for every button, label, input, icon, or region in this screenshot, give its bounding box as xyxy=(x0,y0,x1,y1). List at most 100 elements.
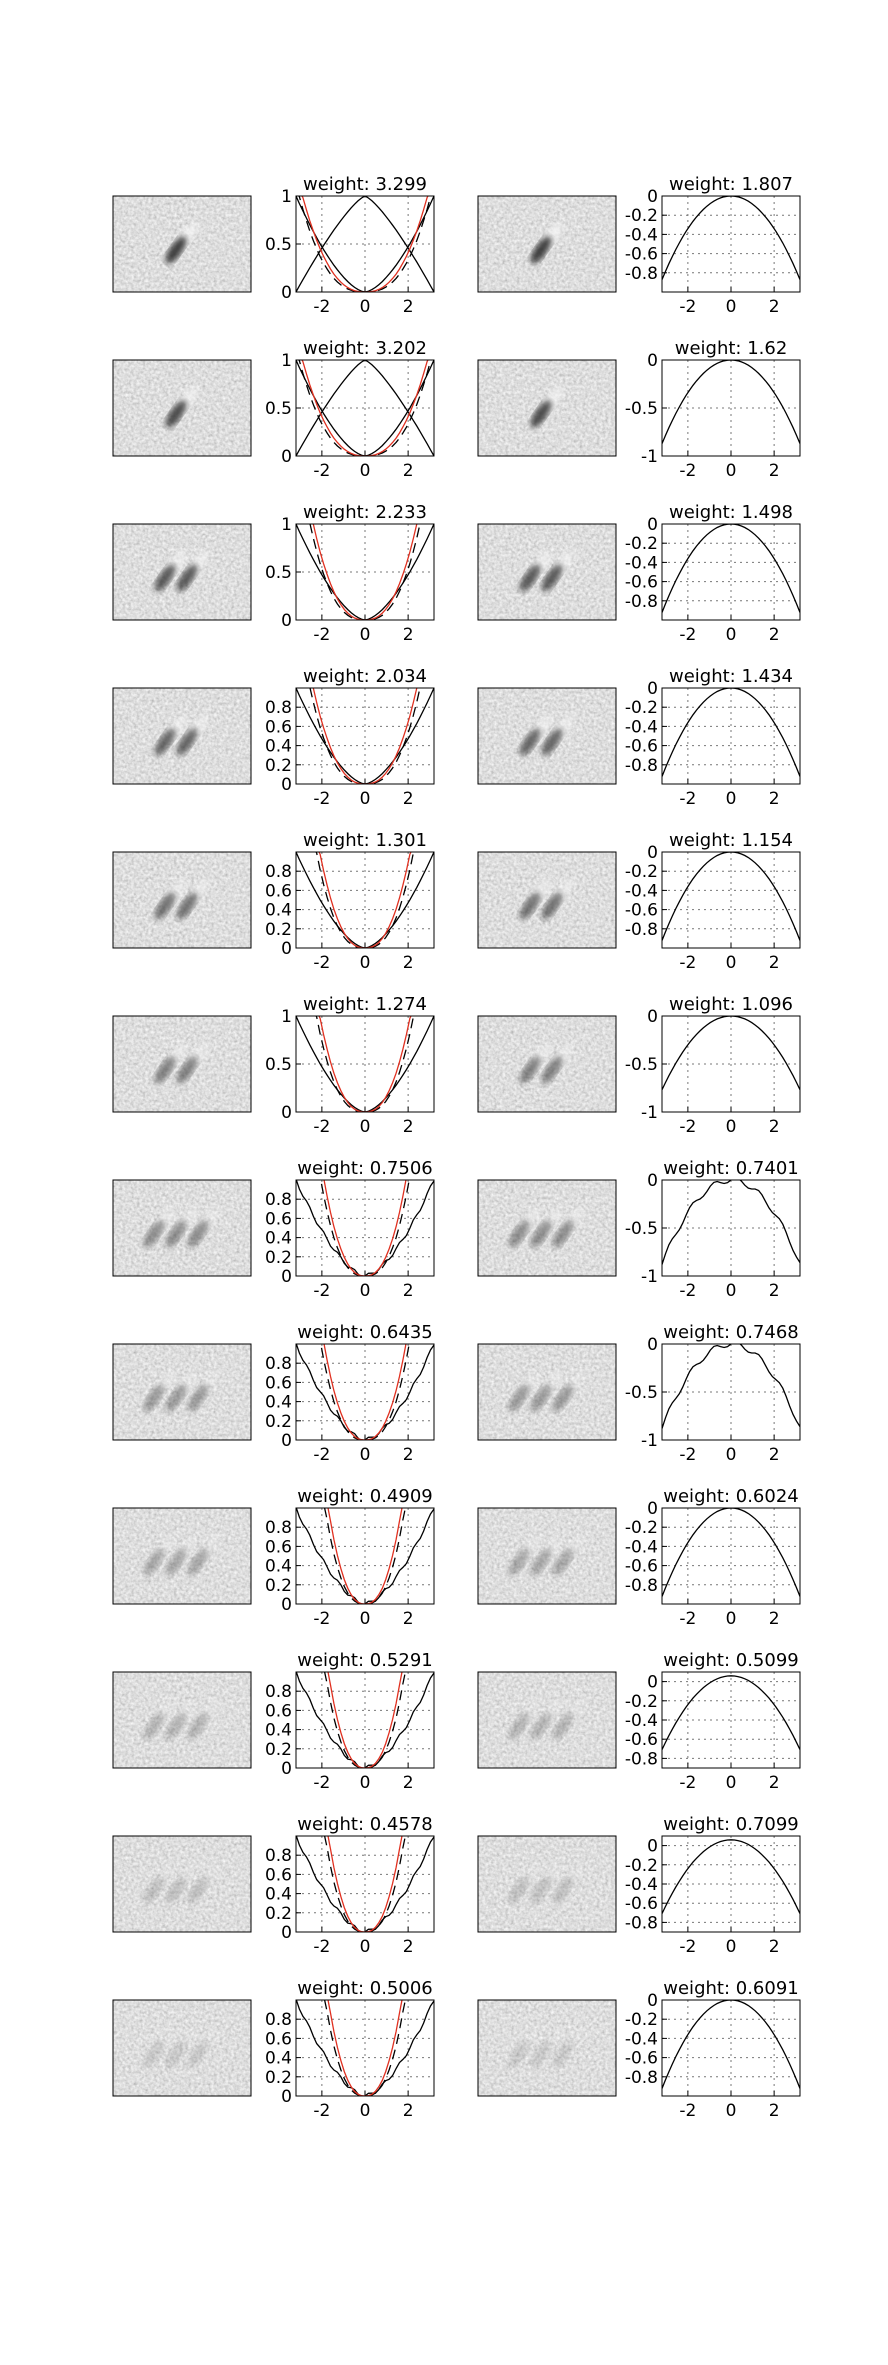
y-tick-label: -1 xyxy=(641,1431,658,1451)
series-black-line xyxy=(296,1180,434,1276)
x-tick-label: 2 xyxy=(403,1281,414,1301)
y-tick-label: 0.2 xyxy=(265,1248,292,1268)
line-plot: weight: 0.7506-2 0 200.20.40.60.8 xyxy=(265,1158,435,1301)
y-tick-label: 0 xyxy=(647,351,658,371)
filter-frame xyxy=(477,1671,617,1769)
x-tick-label: 2 xyxy=(769,1281,780,1301)
plot-title: weight: 0.4909 xyxy=(297,1486,432,1507)
x-tick-label: 0 xyxy=(726,789,737,809)
filter-image xyxy=(477,851,617,949)
series-black-line xyxy=(296,688,434,784)
plot-title: weight: 1.62 xyxy=(675,338,788,359)
filter-streak-dark xyxy=(552,2040,574,2068)
y-tick-label: -0.4 xyxy=(625,881,658,901)
y-tick-label: -0.8 xyxy=(625,756,658,776)
plot-frame xyxy=(295,1999,435,2097)
x-tick-label: -2 xyxy=(679,1117,696,1137)
series-black-line xyxy=(662,1508,800,1597)
filter-streak-dark xyxy=(143,1548,165,1576)
y-tick-label: 0 xyxy=(647,843,658,863)
series-red-line xyxy=(301,196,429,292)
row-1: weight: 3.299 -2 0 2 0 0.5 1 weight: 1.807 -2 0 2 0… xyxy=(112,174,801,317)
series-red-line xyxy=(327,1508,403,1604)
curves xyxy=(296,196,434,292)
filter-frame xyxy=(477,1999,617,2097)
filter-streak-dark xyxy=(176,564,198,592)
y-tick-label: 0.6 xyxy=(265,1209,292,1229)
y-tick-label: 0.8 xyxy=(265,2010,292,2030)
y-tick-label: -0.8 xyxy=(625,592,658,612)
series-black-line xyxy=(662,1180,800,1265)
left-panel: weight: 2.034-2 0 200.20.40.60.8 xyxy=(112,666,435,809)
series-dashed-line xyxy=(323,1672,407,1768)
x-tick-label: 0 xyxy=(726,461,737,481)
filter-streak-dark xyxy=(519,892,541,920)
y-tick-label: -0.8 xyxy=(625,1913,658,1933)
plot-frame xyxy=(661,523,801,621)
series-black-line xyxy=(662,1016,800,1090)
plot-frame xyxy=(295,1835,435,1933)
filter-streak-dark xyxy=(530,2040,552,2068)
y-tick-label: -0.2 xyxy=(625,862,658,882)
series-red-line xyxy=(323,1180,407,1276)
filter-streak-dark xyxy=(165,1384,187,1412)
plot-frame xyxy=(661,1015,801,1113)
filter-frame xyxy=(477,1015,617,1113)
filter-streak-dark xyxy=(187,1712,209,1740)
x-tick-label: 0 xyxy=(360,1117,371,1137)
row-3: weight: 2.233 -2 0 2 0 0.5 1 weight: 1.498 -2 0 2 0… xyxy=(112,502,801,645)
x-tick-label: 0 xyxy=(360,625,371,645)
plot-title: weight: 0.7099 xyxy=(663,1814,798,1835)
y-tick-label: 0.2 xyxy=(265,1740,292,1760)
x-tick-label: 0 xyxy=(726,1445,737,1465)
filter-image xyxy=(477,1835,617,1933)
series-red-line xyxy=(327,1836,403,1932)
plot-title: weight: 1.096 xyxy=(669,994,793,1015)
x-tick-label: -2 xyxy=(679,2101,696,2121)
y-tick-label: 0.6 xyxy=(265,1701,292,1721)
y-tick-label: 0.5 xyxy=(265,399,292,419)
y-tick-label: 1 xyxy=(281,187,292,207)
x-tick-label: 0 xyxy=(360,1281,371,1301)
curves xyxy=(296,688,434,784)
filter-frame xyxy=(477,1343,617,1441)
plot-frame xyxy=(661,851,801,949)
y-tick-label: 0.2 xyxy=(265,2068,292,2088)
filter-image xyxy=(112,1671,252,1769)
x-tick-label: -2 xyxy=(313,461,330,481)
filter-noise xyxy=(478,852,616,948)
series-black-line xyxy=(296,2000,434,2096)
filter-streak-dark xyxy=(519,564,541,592)
filter-frame xyxy=(112,851,252,949)
right-panel: weight: 1.807-2 0 20-0.2-0.4-0.6-0.8 xyxy=(477,174,801,317)
x-tick-label: -2 xyxy=(313,297,330,317)
filter-image xyxy=(477,1015,617,1113)
filter-streak-dark xyxy=(552,1220,574,1248)
filter-frame xyxy=(112,195,252,293)
right-panel: weight: 0.5099-2 0 20-0.2-0.4-0.6-0.8 xyxy=(477,1650,801,1793)
y-tick-label: 0.6 xyxy=(265,881,292,901)
y-tick-label: 0 xyxy=(281,1431,292,1451)
curves xyxy=(296,1508,434,1604)
filter-image xyxy=(477,687,617,785)
series-black-line xyxy=(662,852,800,941)
line-plot: weight: 0.5291-2 0 200.20.40.60.8 xyxy=(265,1650,435,1793)
y-tick-label: -0.8 xyxy=(625,920,658,940)
plot-title: weight: 1.301 xyxy=(303,830,427,851)
y-tick-label: 0.8 xyxy=(265,1190,292,1210)
filter-streak-dark xyxy=(552,1548,574,1576)
y-tick-label: 0 xyxy=(281,1267,292,1287)
series-black-line xyxy=(662,2000,800,2089)
line-plot: weight: 0.4578-2 0 200.20.40.60.8 xyxy=(265,1814,435,1957)
plot-title: weight: 0.5099 xyxy=(663,1650,798,1671)
filter-streak-dark xyxy=(519,1056,541,1084)
y-tick-label: 0 xyxy=(281,1103,292,1123)
left-panel: weight: 0.5291-2 0 200.20.40.60.8 xyxy=(112,1650,435,1793)
plot-title: weight: 0.5291 xyxy=(297,1650,432,1671)
x-tick-label: 2 xyxy=(403,1117,414,1137)
line-plot: weight: 3.202 -2 0 2 0 0.5 1 xyxy=(265,338,435,481)
series-black-line xyxy=(662,196,800,280)
x-tick-label: 2 xyxy=(769,953,780,973)
